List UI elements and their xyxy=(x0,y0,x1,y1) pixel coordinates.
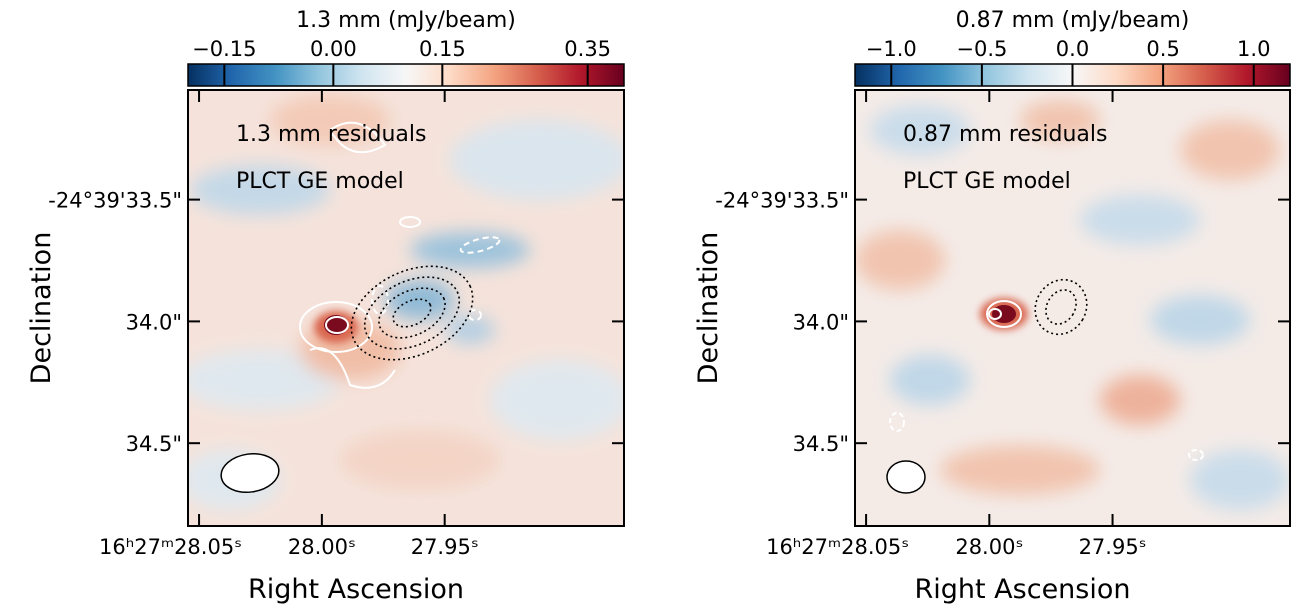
x-tick-label: 28.00ˢ xyxy=(288,535,356,559)
x-tick-label: 27.95ˢ xyxy=(1079,535,1147,559)
y-axis-label: Declination xyxy=(26,232,57,385)
annotation: 1.3 mm residuals xyxy=(236,122,426,147)
x-tick-label: 16ʰ27ᵐ28.05ˢ xyxy=(766,535,909,559)
y-tick-label: -24°39'33.5" xyxy=(48,189,182,213)
y-tick-label: 34.0" xyxy=(793,310,849,334)
x-tick-label: 28.00ˢ xyxy=(955,535,1023,559)
colorbar-tick-label: 1.0 xyxy=(1237,37,1270,61)
x-tick-label: 27.95ˢ xyxy=(411,535,479,559)
y-tick-label: -24°39'33.5" xyxy=(715,189,849,213)
annotation: PLCT GE model xyxy=(236,169,404,194)
y-axis-label: Declination xyxy=(693,232,724,385)
colorbar-tick-label: 0.35 xyxy=(564,37,611,61)
residual-map xyxy=(855,90,1290,526)
x-tick-label: 16ʰ27ᵐ28.05ˢ xyxy=(99,535,242,559)
colorbar-tick-label: −1.0 xyxy=(866,37,917,61)
residual-map xyxy=(188,90,624,526)
colorbar-tick-label: 0.5 xyxy=(1146,37,1179,61)
colorbar-tick-label: −0.5 xyxy=(956,37,1007,61)
colorbar xyxy=(187,63,625,87)
y-tick-label: 34.0" xyxy=(126,310,182,334)
y-tick-label: 34.5" xyxy=(793,432,849,456)
axes-frame xyxy=(854,89,1291,527)
colorbar-tick-label: −0.15 xyxy=(192,37,256,61)
x-axis-label: Right Ascension xyxy=(248,574,464,605)
y-tick-label: 34.5" xyxy=(126,432,182,456)
annotation: PLCT GE model xyxy=(903,169,1071,194)
colorbar-tick-label: 0.0 xyxy=(1056,37,1089,61)
x-axis-label: Right Ascension xyxy=(915,574,1131,605)
colorbar-tick-label: 0.00 xyxy=(310,37,357,61)
colorbar-label: 1.3 mm (mJy/beam) xyxy=(296,8,516,33)
axes-frame xyxy=(187,89,625,527)
annotation: 0.87 mm residuals xyxy=(903,122,1107,147)
colorbar-label: 0.87 mm (mJy/beam) xyxy=(956,8,1190,33)
colorbar-tick-label: 0.15 xyxy=(419,37,466,61)
